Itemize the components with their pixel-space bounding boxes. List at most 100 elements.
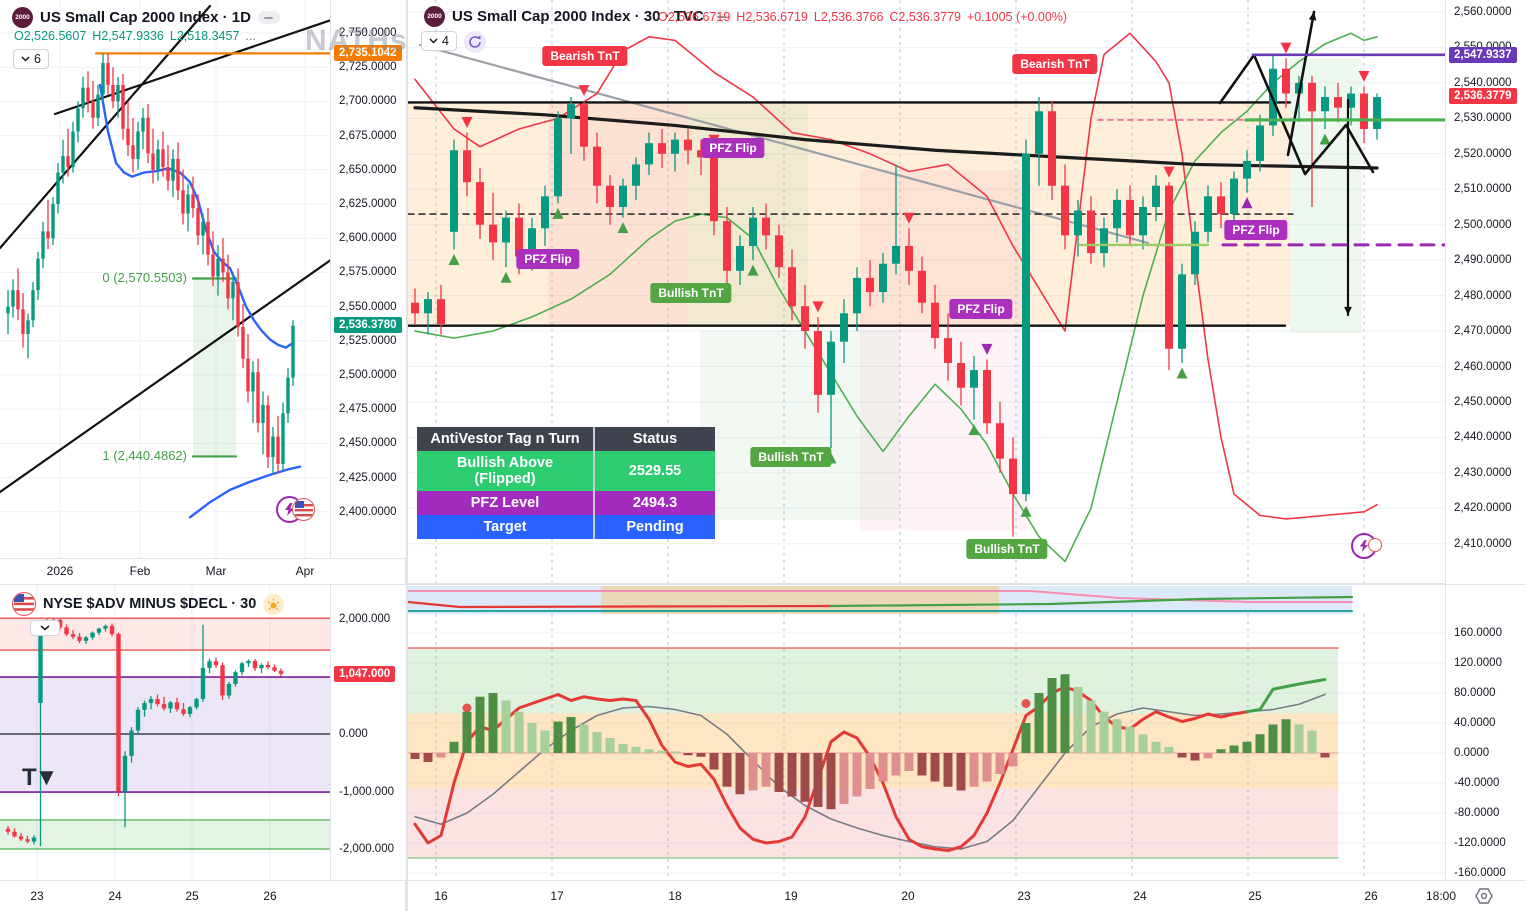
bearish-tnt-label: Bearish TnT bbox=[542, 46, 628, 66]
time-tick: 16 bbox=[434, 889, 448, 903]
price-tick: 2,410.0000 bbox=[1454, 537, 1512, 550]
main-indicators-collapse-button[interactable]: 4 bbox=[421, 31, 457, 51]
price-tick: 2,700.0000 bbox=[339, 95, 397, 108]
main-candles bbox=[411, 54, 1381, 537]
price-tick: -40.0000 bbox=[1454, 777, 1500, 789]
time-tick: 23 bbox=[30, 889, 44, 903]
time-tick: 25 bbox=[1248, 889, 1262, 903]
price-tick: 2,510.0000 bbox=[1454, 183, 1512, 196]
pfz-flip-label: PFZ Flip bbox=[516, 249, 580, 269]
price-tick: 40.0000 bbox=[1454, 717, 1496, 729]
price-axis-main[interactable]: 2,560.00002,550.00002,540.00002,530.0000… bbox=[1445, 0, 1525, 584]
bullish-tnt-label: Bullish TnT bbox=[750, 447, 832, 467]
main-close-value: C2,536.3779 bbox=[889, 10, 961, 24]
gear-icon[interactable] bbox=[1474, 887, 1494, 905]
price-tick: 2,500.0000 bbox=[1454, 218, 1512, 231]
price-tick: 80.0000 bbox=[1454, 687, 1496, 699]
time-axis-main[interactable]: 16 17 18 19 20 23 24 25 26 18:00 bbox=[408, 880, 1525, 911]
price-tick: 2,400.0000 bbox=[339, 505, 397, 518]
symbol-badge-2000: 2000 bbox=[424, 6, 445, 27]
time-axis-daily[interactable]: 2026 Feb Mar Apr bbox=[0, 558, 405, 584]
pane-divider-horizontal-right[interactable] bbox=[408, 583, 1525, 585]
time-tick: 18 bbox=[668, 889, 682, 903]
table-row-status: Pending bbox=[593, 515, 715, 539]
daily-open-value: O2,526.5607 bbox=[14, 29, 87, 43]
price-tick: 2,470.0000 bbox=[1454, 325, 1512, 338]
adv-collapse-button[interactable] bbox=[30, 620, 60, 636]
time-tick: 26 bbox=[263, 889, 277, 903]
price-tick: 2,625.0000 bbox=[339, 198, 397, 210]
time-tick: 24 bbox=[108, 889, 122, 903]
daily-ohlc-more[interactable]: ... bbox=[245, 29, 256, 43]
price-axis-oscillator[interactable]: 160.0000 120.0000 80.0000 40.0000 0.0000 -40.… bbox=[1445, 585, 1525, 880]
price-tick: 2,440.0000 bbox=[1454, 431, 1512, 444]
bullish-tnt-label: Bullish TnT bbox=[650, 283, 732, 303]
main-low-value: L2,536.3766 bbox=[813, 10, 884, 24]
price-tick: 2,530.0000 bbox=[1454, 112, 1512, 125]
pfz-flip-label: PFZ Flip bbox=[1224, 220, 1288, 240]
fib-level-label: 1 (2,440.4862) bbox=[102, 448, 187, 464]
bearish-tnt-label: Bearish TnT bbox=[1012, 54, 1098, 74]
price-tick: 2,525.0000 bbox=[339, 334, 397, 347]
main-annotations bbox=[1078, 10, 1445, 317]
pfz-flip-label: PFZ Flip bbox=[949, 299, 1013, 319]
minimize-icon[interactable] bbox=[710, 10, 733, 23]
price-tick: 0.000 bbox=[339, 728, 368, 740]
time-axis-adv-decl[interactable]: 23 24 25 26 bbox=[0, 880, 405, 911]
us-flag-icon bbox=[12, 592, 36, 616]
table-header-status: Status bbox=[593, 427, 715, 451]
chevron-down-icon bbox=[429, 38, 438, 44]
price-axis-adv-decl[interactable]: 2,000.000 0.000 -1,000.000 -2,000.000 1,047.… bbox=[330, 585, 406, 880]
refresh-icon[interactable] bbox=[464, 31, 486, 53]
fib-level-label: 0 (2,570.5503) bbox=[102, 270, 187, 286]
main-change-value: +0.1005 (+0.00%) bbox=[967, 10, 1068, 24]
price-tick: 160.0000 bbox=[1454, 627, 1502, 639]
time-tick: 19 bbox=[784, 889, 798, 903]
lightning-icon[interactable] bbox=[276, 496, 303, 523]
bullish-tnt-label: Bullish TnT bbox=[966, 539, 1048, 559]
price-tick: 2,550.0000 bbox=[339, 300, 397, 313]
price-tick: 2,475.0000 bbox=[339, 403, 397, 416]
us-flag-icon[interactable] bbox=[292, 498, 315, 521]
price-tick: -1,000.000 bbox=[339, 785, 394, 798]
table-row-label: PFZ Level bbox=[470, 495, 540, 511]
price-tick: 2,540.0000 bbox=[1454, 76, 1512, 89]
time-tick: 24 bbox=[1133, 889, 1147, 903]
daily-chart-title[interactable]: US Small Cap 2000 Index · 1D bbox=[40, 9, 251, 26]
price-tick: 2,600.0000 bbox=[339, 232, 397, 245]
daily-candles bbox=[6, 53, 295, 475]
tradingview-logo[interactable]: T▼ bbox=[22, 764, 58, 791]
pane-divider-vertical[interactable] bbox=[405, 0, 408, 911]
sun-icon bbox=[263, 593, 285, 615]
price-tick: -160.0000 bbox=[1454, 867, 1506, 879]
time-tick: Feb bbox=[129, 564, 151, 578]
pane-divider-horizontal-left[interactable] bbox=[0, 583, 405, 585]
price-tick: 2,575.0000 bbox=[339, 266, 397, 279]
table-row-status: 2529.55 bbox=[593, 451, 715, 491]
minimize-icon[interactable] bbox=[257, 11, 280, 24]
pfz-flip-label: PFZ Flip bbox=[701, 138, 765, 158]
flag-dot-icon[interactable] bbox=[1368, 538, 1382, 552]
price-tick: 2,460.0000 bbox=[1454, 360, 1512, 373]
price-tick: 2,500.0000 bbox=[339, 369, 397, 381]
adv-candles bbox=[5, 618, 284, 847]
time-tick: 26 bbox=[1364, 889, 1378, 903]
price-tick: 2,430.0000 bbox=[1454, 466, 1512, 479]
price-label-pill: 2,735.1042 bbox=[334, 45, 402, 62]
daily-low-value: L2,518.3457 bbox=[169, 29, 240, 43]
price-tick: 2,000.000 bbox=[339, 613, 391, 625]
price-label-pill: 2,536.3779 bbox=[1449, 87, 1517, 104]
price-axis-daily[interactable]: 2,750.0000 2,725.0000 2,700.0000 2,675.0000… bbox=[330, 0, 406, 558]
price-tick: 2,725.0000 bbox=[339, 61, 397, 74]
price-tick: -80.0000 bbox=[1454, 807, 1500, 819]
main-chart-title[interactable]: US Small Cap 2000 Index · 30 · TVC bbox=[452, 8, 704, 25]
price-label-pill: 2,536.3780 bbox=[334, 317, 402, 334]
daily-indicators-collapse-button[interactable]: 6 bbox=[13, 49, 49, 69]
main-open-value: O2,536.6719 bbox=[658, 10, 731, 24]
price-tick: 2,480.0000 bbox=[1454, 289, 1512, 302]
chevron-down-icon bbox=[40, 625, 50, 631]
daily-high-value: H2,547.9336 bbox=[92, 29, 164, 43]
adv-decl-chart-title[interactable]: NYSE $ADV MINUS $DECL · 30 bbox=[43, 596, 257, 612]
